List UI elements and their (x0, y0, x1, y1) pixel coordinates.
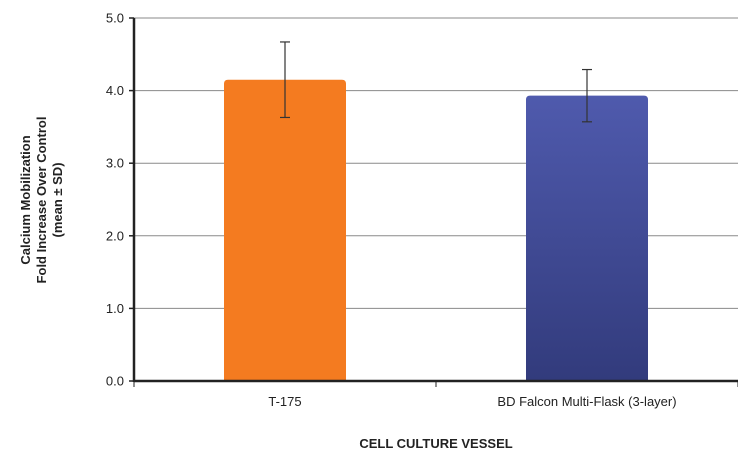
y-tick-label: 0.0 (106, 374, 124, 389)
x-axis-title: CELL CULTURE VESSEL (359, 436, 512, 451)
y-tick-labels: 0.0 1.0 2.0 3.0 4.0 5.0 (106, 11, 134, 389)
bar (224, 79, 346, 382)
y-tick-label: 4.0 (106, 83, 124, 98)
y-tick-label: 5.0 (106, 11, 124, 26)
bars (224, 79, 648, 382)
y-axis-title: Calcium Mobilization Fold Increase Over … (18, 117, 65, 284)
y-axis-title-line-3: (mean ± SD) (50, 162, 65, 237)
category-label: T-175 (268, 394, 301, 409)
y-tick-label: 2.0 (106, 228, 124, 243)
y-axis-title-line-2: Fold Increase Over Control (34, 117, 49, 284)
bar (526, 95, 648, 381)
category-labels: T-175 BD Falcon Multi-Flask (3-layer) (133, 381, 738, 409)
y-axis-title-line-1: Calcium Mobilization (18, 135, 33, 264)
y-tick-label: 1.0 (106, 301, 124, 316)
category-label: BD Falcon Multi-Flask (3-layer) (497, 394, 676, 409)
y-tick-label: 3.0 (106, 156, 124, 171)
error-bars (280, 41, 592, 123)
